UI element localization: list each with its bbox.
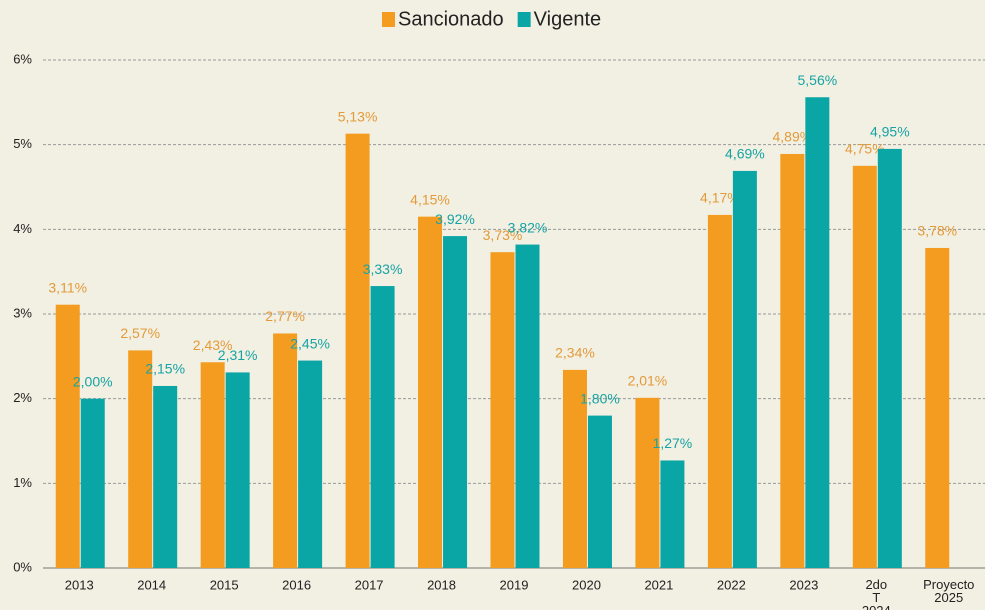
bar	[635, 397, 660, 568]
x-tick-label: 2015	[210, 577, 239, 592]
value-label: 2,43%	[193, 337, 233, 353]
bar	[925, 247, 950, 568]
bar	[877, 148, 902, 568]
bar	[660, 460, 685, 568]
bar	[345, 133, 370, 568]
value-label: 3,33%	[363, 261, 403, 277]
x-tick-label: 2014	[137, 577, 166, 592]
x-tick-label: 2017	[355, 577, 384, 592]
bar	[153, 385, 178, 568]
value-label: 3,82%	[508, 219, 548, 235]
legend-label: Sancionado	[398, 8, 504, 30]
bar	[200, 362, 225, 568]
value-label: 3,73%	[483, 227, 523, 243]
legend-swatch	[382, 12, 395, 27]
x-tick-label: 2doT2024	[862, 577, 891, 610]
value-label: 4,75%	[845, 141, 885, 157]
bar	[225, 372, 250, 568]
value-label: 4,17%	[700, 190, 740, 206]
x-tick-label: 2019	[500, 577, 529, 592]
value-label: 4,95%	[870, 124, 910, 140]
bar	[298, 360, 323, 568]
bar	[128, 350, 153, 568]
x-tick-label: 2016	[282, 577, 311, 592]
value-label: 2,00%	[73, 373, 113, 389]
value-label: 2,57%	[120, 325, 160, 341]
x-tick-label: 2023	[789, 577, 818, 592]
value-label: 5,56%	[797, 72, 837, 88]
value-label: 4,15%	[410, 191, 450, 207]
x-tick-label: 2020	[572, 577, 601, 592]
value-label: 2,31%	[218, 347, 258, 363]
value-label: 3,11%	[48, 279, 87, 295]
x-tick-label: 2022	[717, 577, 746, 592]
y-tick-label: 1%	[13, 475, 32, 490]
bar	[562, 369, 587, 568]
x-tick-label: 2013	[65, 577, 94, 592]
value-label: 3,92%	[435, 211, 475, 227]
bar	[780, 153, 805, 569]
value-label: 2,45%	[290, 335, 330, 351]
legend-label: Vigente	[534, 8, 601, 30]
y-tick-label: 2%	[13, 390, 32, 405]
y-tick-label: 5%	[13, 136, 32, 151]
legend-swatch	[517, 12, 531, 27]
value-label: 1,80%	[580, 390, 620, 406]
bar	[490, 252, 515, 568]
x-tick-label: 2018	[427, 577, 456, 592]
bar	[80, 398, 105, 568]
bar	[587, 415, 612, 568]
bar	[852, 165, 877, 569]
bar	[732, 170, 757, 568]
bar	[515, 244, 540, 568]
value-label: 2,77%	[265, 308, 305, 324]
value-label: 2,34%	[555, 345, 595, 361]
bar	[443, 236, 468, 568]
y-tick-label: 3%	[13, 305, 32, 320]
bar	[805, 97, 830, 569]
bar	[418, 216, 443, 568]
y-tick-label: 0%	[13, 559, 32, 574]
value-label: 5,13%	[338, 108, 378, 124]
bar	[273, 333, 298, 568]
x-tick-label: Proyecto 2025	[923, 577, 974, 605]
value-label: 2,15%	[145, 361, 185, 377]
value-label: 3,78%	[917, 223, 957, 239]
value-label: 2,01%	[628, 373, 668, 389]
value-label: 4,89%	[772, 129, 812, 145]
bar	[707, 214, 732, 568]
value-label: 1,27%	[653, 435, 693, 451]
y-tick-label: 6%	[13, 51, 32, 66]
x-tick-label: 2021	[644, 577, 673, 592]
y-tick-label: 4%	[13, 221, 32, 236]
bar	[370, 286, 395, 568]
value-label: 4,69%	[725, 146, 765, 162]
bar	[55, 304, 80, 568]
